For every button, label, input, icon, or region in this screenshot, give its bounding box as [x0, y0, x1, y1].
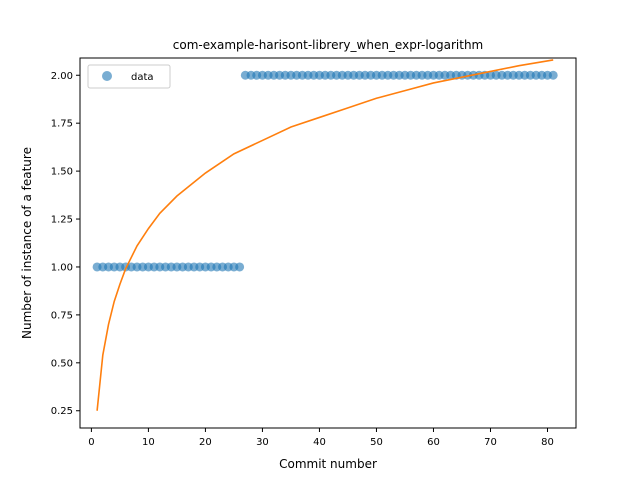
y-tick-label: 1.75: [51, 119, 73, 130]
axes-frame: [79, 57, 577, 429]
data-point: [548, 70, 558, 80]
x-tick-label: 60: [427, 437, 440, 448]
legend: data: [87, 64, 171, 89]
y-tick-label: 0.25: [51, 406, 73, 417]
y-axis: 0.25 0.50 0.75 1.00 1.25 1.50 1.75 2.00: [51, 71, 80, 417]
legend-box: [87, 64, 171, 89]
x-axis-label: Commit number: [279, 457, 377, 471]
x-tick-label: 50: [370, 437, 383, 448]
fit-line: [96, 59, 554, 411]
x-tick-label: 30: [256, 437, 269, 448]
x-tick-label: 40: [313, 437, 326, 448]
x-tick-label: 80: [541, 437, 554, 448]
plot-area: [79, 57, 577, 429]
data-point: [235, 262, 245, 272]
x-tick-label: 10: [142, 437, 155, 448]
chart-title: com-example-harisont-librery_when_expr-l…: [173, 38, 483, 52]
fit-line-group: [96, 59, 554, 411]
y-tick-label: 1.25: [51, 215, 73, 226]
x-tick-label: 20: [199, 437, 212, 448]
x-axis: 0 10 20 30 40 50 60 70 80: [88, 428, 554, 448]
y-tick-label: 1.50: [51, 167, 73, 178]
legend-marker: [102, 71, 112, 81]
y-tick-label: 1.00: [51, 262, 73, 273]
x-tick-label: 0: [88, 437, 94, 448]
y-tick-label: 2.00: [51, 71, 73, 82]
x-tick-label: 70: [484, 437, 497, 448]
legend-label: data: [131, 72, 154, 83]
scatter-points: [92, 70, 558, 272]
y-axis-label: Number of instance of a feature: [20, 147, 34, 339]
y-tick-label: 0.75: [51, 310, 73, 321]
y-tick-label: 0.50: [51, 358, 73, 369]
